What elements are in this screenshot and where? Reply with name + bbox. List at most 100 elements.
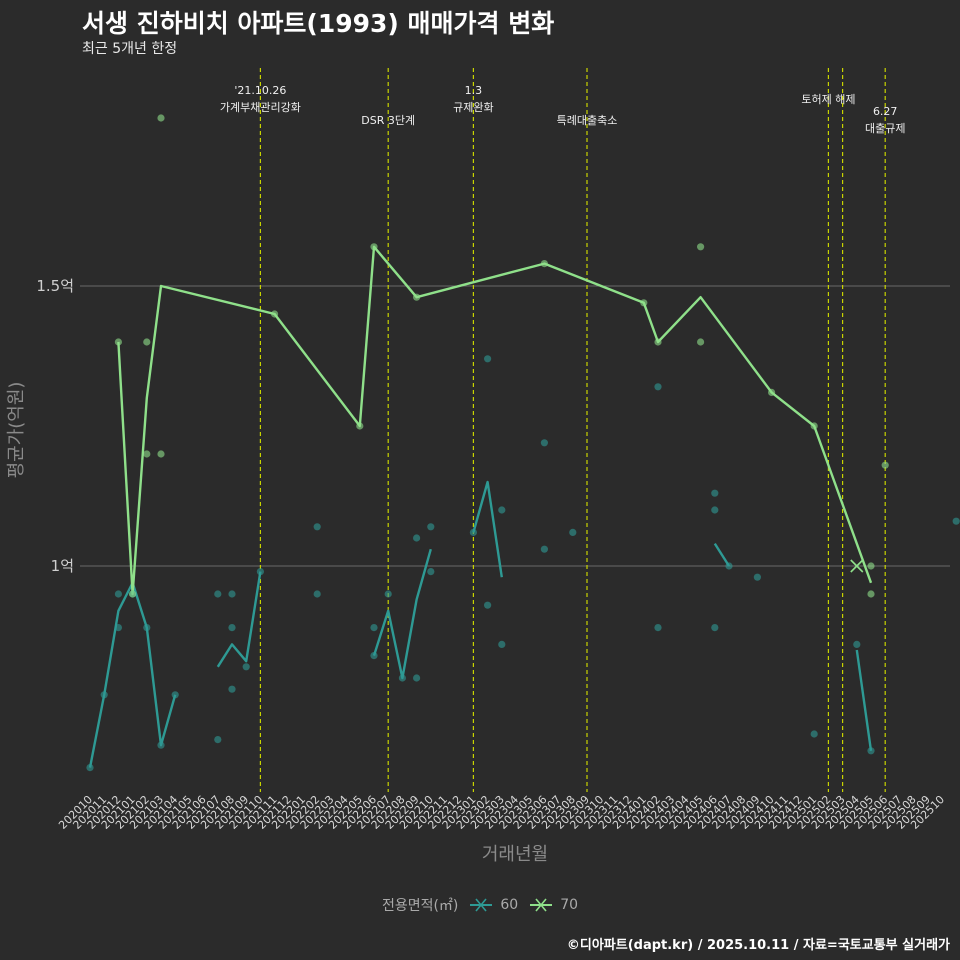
legend-title: 전용면적(㎡): [381, 898, 459, 914]
series-70-point: [697, 243, 705, 251]
y-tick-label: 1.5억: [36, 277, 74, 295]
lines-layer: [88, 245, 873, 768]
series-60-line: [713, 542, 731, 567]
series-70-point: [413, 293, 421, 301]
series-60-point: [540, 439, 549, 447]
series-70-line: [117, 245, 873, 596]
series-60-point: [413, 534, 421, 542]
series-70-point: [370, 243, 378, 251]
series-60-point: [711, 489, 719, 497]
y-axis-title: 평균가(억원): [6, 382, 27, 479]
event-label-text: 특례대출축소: [557, 114, 618, 127]
series-70-point: [867, 590, 875, 598]
series-60-point: [569, 528, 577, 537]
series-60-point: [228, 685, 236, 693]
legend: 전용면적(㎡) 60 70: [0, 895, 960, 915]
series-60-point: [171, 691, 179, 699]
series-60-point: [114, 590, 122, 598]
series-60-point: [398, 674, 406, 682]
series-70-point: [810, 422, 818, 430]
series-70-point: [271, 310, 279, 318]
chart-title: 서생 진하비치 아파트(1993) 매매가격 변화: [82, 9, 555, 38]
series-70-point: [157, 114, 165, 122]
series-60-point: [427, 523, 435, 531]
legend-label-60: 60: [500, 897, 519, 913]
series-60-point: [753, 573, 762, 581]
legend-item-70: 70: [528, 897, 578, 913]
cross-stroke: [850, 559, 864, 573]
series-60-point: [484, 355, 492, 363]
series-70-point: [540, 260, 549, 268]
series-60-point: [853, 640, 861, 649]
series-60-point: [228, 624, 236, 632]
series-70-point: [881, 461, 889, 469]
series-70-point: [697, 338, 705, 346]
series-70-point: [143, 450, 151, 458]
series-60-point: [157, 741, 165, 749]
y-tick-label: 1억: [51, 557, 74, 575]
series-60-point: [313, 590, 321, 598]
series-60-point: [86, 764, 94, 772]
series-60-line: [216, 571, 262, 668]
event-label-text: 대출규제: [865, 122, 905, 135]
event-label-text: 토허제 해제: [801, 92, 855, 106]
series-60-point: [214, 736, 222, 744]
series-60-point: [498, 506, 506, 514]
x-axis-title: 거래년월: [482, 844, 548, 865]
series-60-point: [242, 663, 250, 671]
legend-swatch-70: [530, 898, 553, 912]
series-60-point: [711, 624, 719, 632]
series-60-point: [413, 674, 421, 682]
series-60-point: [498, 640, 506, 649]
legend-item-60: 60: [468, 897, 518, 913]
event-label-date: '21.10.26: [234, 84, 286, 97]
series-60-point: [427, 568, 435, 576]
series-70-point: [640, 299, 648, 307]
series-60-point: [469, 528, 477, 537]
series-60-point: [100, 691, 108, 699]
grid-layer: [80, 285, 950, 567]
points-layer: [86, 114, 960, 772]
series-70-cross-marker: [850, 559, 864, 573]
event-label-text: 가계부채관리강화: [220, 101, 301, 114]
series-60-point: [114, 624, 122, 632]
series-60-point: [214, 590, 222, 598]
series-60-point: [256, 568, 264, 576]
event-label-date: 1.3: [465, 84, 483, 97]
series-60-point: [370, 652, 378, 660]
series-70-point: [157, 450, 165, 458]
series-60-point: [867, 747, 875, 755]
series-60-point: [810, 730, 818, 738]
series-60-line: [472, 480, 503, 578]
source-caption: ©디아파트(dapt.kr) / 2025.10.11 / 자료=국토교통부 실…: [566, 938, 950, 953]
series-60-point: [384, 590, 392, 598]
series-60-point: [711, 506, 719, 514]
event-label-text: 규제완화: [453, 101, 493, 114]
legend-label-70: 70: [560, 897, 579, 913]
axes-layer: 1억1.5억평균가(억원)202010202011202012202101202…: [6, 277, 947, 865]
series-70-point: [143, 338, 151, 346]
series-60-line: [88, 581, 177, 768]
chart-subtitle: 최근 5개년 한정: [82, 41, 178, 57]
series-60-point: [484, 601, 492, 609]
event-label-date: 6.27: [873, 105, 898, 118]
series-70-point: [654, 338, 662, 346]
series-60-point: [654, 624, 662, 632]
series-70-point: [867, 562, 875, 570]
series-70-point: [356, 422, 364, 430]
series-60-point: [654, 383, 662, 391]
series-60-point: [540, 545, 549, 553]
series-60-point: [370, 624, 378, 632]
series-60-point: [228, 590, 236, 598]
series-70-point: [768, 388, 776, 396]
series-60-point: [725, 562, 733, 570]
series-60-point: [952, 517, 960, 525]
series-70-point: [114, 338, 122, 346]
legend-swatch-60: [470, 898, 493, 912]
series-60-line: [372, 548, 432, 680]
series-60-line: [855, 649, 873, 751]
series-60-point: [143, 624, 151, 632]
series-70-point: [129, 590, 137, 598]
